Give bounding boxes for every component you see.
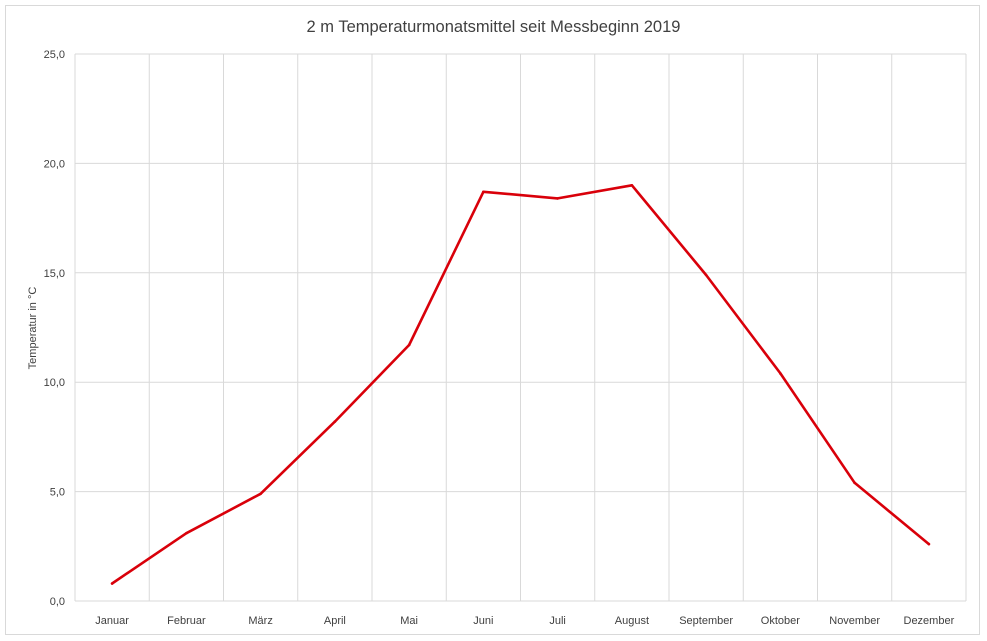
data-point bbox=[407, 343, 411, 347]
data-point bbox=[927, 542, 931, 546]
x-tick-label: Oktober bbox=[761, 615, 800, 627]
y-tick-label: 0,0 bbox=[50, 596, 65, 608]
chart-title: 2 m Temperaturmonatsmittel seit Messbegi… bbox=[306, 18, 681, 36]
x-tick-label: Januar bbox=[95, 615, 129, 627]
y-tick-label: 15,0 bbox=[44, 268, 65, 280]
data-point bbox=[630, 183, 634, 187]
data-point bbox=[482, 190, 485, 194]
data-point bbox=[779, 372, 782, 375]
series-layer bbox=[110, 183, 931, 585]
data-point bbox=[333, 420, 337, 423]
grid-lines bbox=[74, 53, 967, 602]
x-tick-label: Februar bbox=[167, 615, 206, 627]
data-point bbox=[259, 492, 262, 496]
data-point bbox=[704, 273, 708, 277]
x-tick-label: November bbox=[829, 615, 880, 627]
x-tick-label: April bbox=[324, 615, 346, 627]
y-tick-label: 20,0 bbox=[44, 158, 65, 170]
x-tick-label: Mai bbox=[400, 615, 418, 627]
y-tick-label: 5,0 bbox=[50, 487, 65, 499]
y-tick-label: 10,0 bbox=[44, 377, 65, 389]
x-tick-label: Dezember bbox=[904, 615, 955, 627]
series-line bbox=[110, 184, 931, 585]
data-point bbox=[853, 481, 856, 485]
x-tick-label: August bbox=[615, 615, 649, 627]
x-tick-label: September bbox=[679, 615, 733, 627]
y-tick-label: 25,0 bbox=[44, 49, 65, 61]
x-tick-label: Juli bbox=[549, 615, 566, 627]
data-point bbox=[185, 531, 188, 535]
data-point bbox=[110, 582, 114, 585]
data-point bbox=[556, 197, 559, 200]
x-tick-label: Juni bbox=[473, 615, 493, 627]
x-tick-label: März bbox=[248, 615, 272, 627]
y-axis-ticks: 0,0 5,0 10,0 15,0 20,0 25,0 bbox=[44, 49, 65, 608]
x-axis-ticks: Januar Februar März April Mai Juni Juli August S… bbox=[95, 615, 954, 627]
